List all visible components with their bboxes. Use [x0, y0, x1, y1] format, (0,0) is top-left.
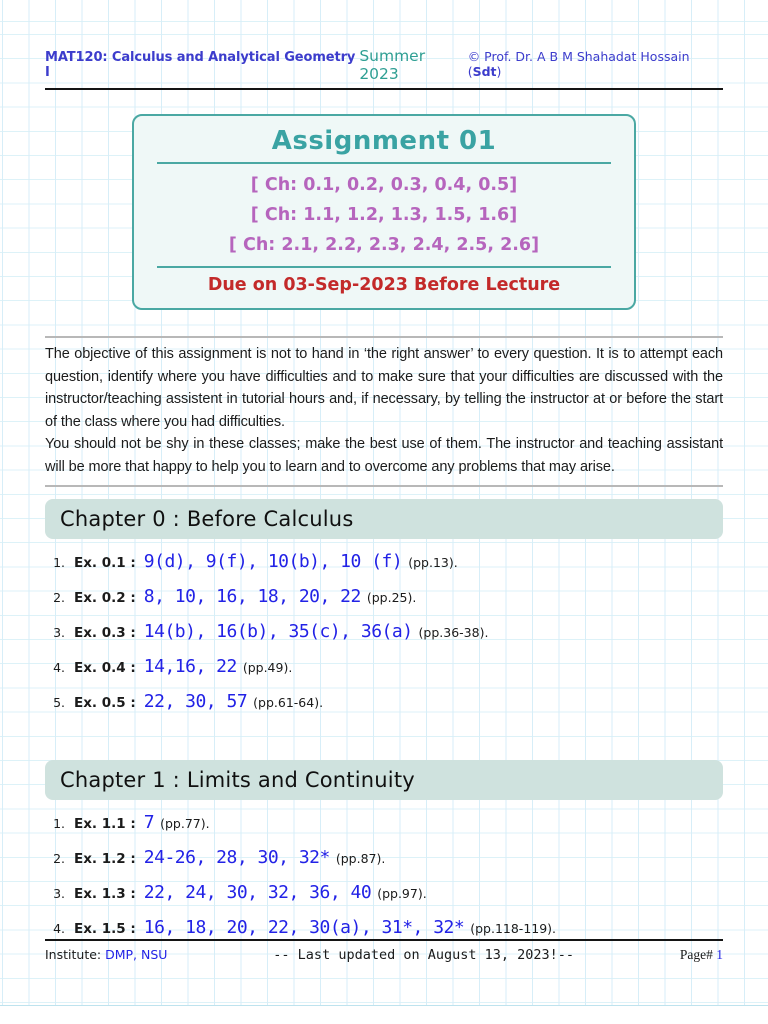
item-number: 3. [53, 625, 65, 640]
copyright-suffix: ) [496, 64, 502, 79]
exercise-pages: (pp.61-64). [253, 695, 324, 710]
exercise-problems: 14,16, 22 [143, 656, 238, 677]
exercise-pages: (pp.118-119). [470, 921, 557, 936]
copyright-initials: Sdt [472, 64, 497, 79]
exercise-label: Ex. 1.3 : [74, 886, 136, 902]
exercise-label: Ex. 0.3 : [74, 625, 136, 641]
objective-paragraph-1: The objective of this assignment is not … [45, 346, 723, 430]
item-number: 1. [53, 816, 65, 831]
page-label: Page# [679, 947, 713, 962]
divider [157, 162, 611, 164]
term-label: Summer 2023 [359, 47, 426, 83]
exercise-problems: 22, 24, 30, 32, 36, 40 [143, 882, 372, 903]
divider [45, 485, 723, 487]
objective-paragraph-2: You should not be shy in these classes; … [45, 436, 723, 475]
exercise-label: Ex. 1.1 : [74, 816, 136, 832]
exercise-label: Ex. 0.2 : [74, 590, 136, 606]
divider [157, 266, 611, 268]
page-header: MAT120: Calculus and Analytical Geometry… [45, 47, 723, 90]
assignment-title: Assignment 01 [271, 126, 497, 156]
due-date-note: Due on 03-Sep-2023 Before Lecture [207, 275, 561, 295]
institute-line: Institute: DMP, NSU [45, 947, 167, 962]
exercise-problems: 16, 18, 20, 22, 30(a), 31*, 32* [143, 917, 465, 938]
exercise-item: 3. Ex. 0.3 : 14(b), 16(b), 35(c), 36(a) … [47, 621, 723, 644]
exercise-problems: 22, 30, 57 [143, 691, 248, 712]
item-number: 2. [53, 851, 65, 866]
exercise-item: 5. Ex. 0.5 : 22, 30, 57 (pp.61-64). [47, 691, 723, 714]
document-page: MAT120: Calculus and Analytical Geometry… [45, 0, 723, 952]
exercise-pages: (pp.13). [408, 555, 458, 570]
exercise-problems: 24-26, 28, 30, 32* [143, 847, 331, 868]
exercise-list-chapter-1: 1. Ex. 1.1 : 7 (pp.77). 2. Ex. 1.2 : 24-… [45, 812, 723, 940]
exercise-pages: (pp.87). [335, 851, 386, 866]
item-number: 3. [53, 886, 65, 901]
exercise-pages: (pp.49). [242, 660, 293, 675]
exercise-pages: (pp.97). [377, 886, 427, 901]
item-number: 4. [53, 660, 65, 675]
chapter-coverage-line: [ Ch: 2.1, 2.2, 2.3, 2.4, 2.5, 2.6] [228, 235, 540, 255]
exercise-item: 4. Ex. 0.4 : 14,16, 22 (pp.49). [47, 656, 723, 679]
exercise-problems: 14(b), 16(b), 35(c), 36(a) [143, 621, 413, 642]
exercise-label: Ex. 1.2 : [74, 851, 136, 867]
exercise-label: Ex. 0.4 : [74, 660, 136, 676]
chapter-coverage-line: [ Ch: 1.1, 1.2, 1.3, 1.5, 1.6] [250, 205, 518, 225]
copyright-prefix: © Prof. Dr. A B M Shahadat Hossain ( [467, 49, 690, 79]
section-heading-chapter-1: Chapter 1 : Limits and Continuity [45, 760, 723, 800]
institute-value: DMP, NSU [105, 947, 168, 962]
exercise-label: Ex. 1.5 : [74, 921, 136, 937]
page-footer: Institute: DMP, NSU -- Last updated on A… [45, 939, 723, 963]
exercise-list-chapter-0: 1. Ex. 0.1 : 9(d), 9(f), 10(b), 10 (f) (… [45, 551, 723, 714]
exercise-item: 3. Ex. 1.3 : 22, 24, 30, 32, 36, 40 (pp.… [47, 882, 723, 905]
exercise-pages: (pp.25). [366, 590, 417, 605]
exercise-item: 1. Ex. 1.1 : 7 (pp.77). [47, 812, 723, 835]
divider [45, 336, 723, 338]
exercise-item: 2. Ex. 1.2 : 24-26, 28, 30, 32* (pp.87). [47, 847, 723, 870]
item-number: 2. [53, 590, 65, 605]
exercise-pages: (pp.36-38). [418, 625, 489, 640]
exercise-item: 1. Ex. 0.1 : 9(d), 9(f), 10(b), 10 (f) (… [47, 551, 723, 574]
exercise-pages: (pp.77). [160, 816, 210, 831]
exercise-problems: 8, 10, 16, 18, 20, 22 [143, 586, 362, 607]
course-title: MAT120: Calculus and Analytical Geometry… [45, 50, 356, 80]
exercise-problems: 9(d), 9(f), 10(b), 10 (f) [143, 551, 403, 572]
chapter-coverage-line: [ Ch: 0.1, 0.2, 0.3, 0.4, 0.5] [250, 175, 518, 195]
exercise-problems: 7 [143, 812, 155, 833]
institute-label: Institute: [45, 947, 102, 962]
exercise-item: 4. Ex. 1.5 : 16, 18, 20, 22, 30(a), 31*,… [47, 917, 723, 940]
exercise-label: Ex. 0.5 : [74, 695, 136, 711]
page-number: Page# 1 [680, 947, 723, 963]
item-number: 1. [53, 555, 65, 570]
item-number: 4. [53, 921, 65, 936]
item-number: 5. [53, 695, 65, 710]
exercise-label: Ex. 0.1 : [74, 555, 136, 571]
last-updated-text: -- Last updated on August 13, 2023!-- [273, 947, 575, 963]
copyright-text: © Prof. Dr. A B M Shahadat Hossain (Sdt) [468, 49, 723, 79]
section-heading-chapter-0: Chapter 0 : Before Calculus [45, 499, 723, 539]
page-number-value: 1 [716, 947, 723, 962]
assignment-box: Assignment 01 [ Ch: 0.1, 0.2, 0.3, 0.4, … [132, 114, 636, 310]
exercise-item: 2. Ex. 0.2 : 8, 10, 16, 18, 20, 22 (pp.2… [47, 586, 723, 609]
